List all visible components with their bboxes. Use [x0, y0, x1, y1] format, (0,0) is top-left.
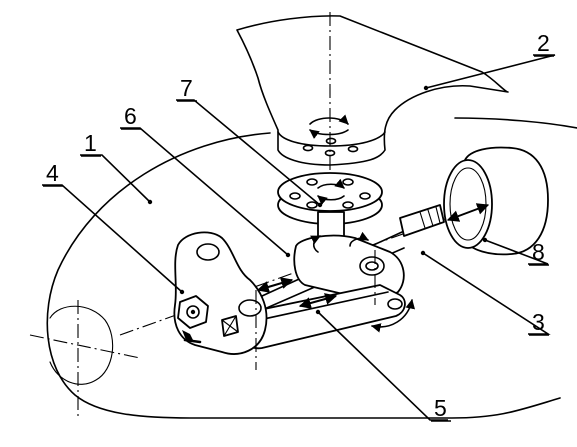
- part-labels: 1 2 3 4 5 6 7 8: [43, 30, 554, 422]
- leader-lines: [42, 54, 556, 421]
- label-6: 6: [124, 103, 137, 129]
- nose-shell: [29, 117, 577, 419]
- label-7: 7: [180, 75, 193, 101]
- crank-arm: [293, 231, 416, 333]
- label-3: 3: [532, 309, 545, 335]
- hex-nut: [177, 295, 209, 342]
- label-2: 2: [537, 30, 550, 56]
- label-8: 8: [532, 239, 545, 265]
- label-1: 1: [84, 130, 97, 156]
- actuator-cylinder: [399, 146, 549, 256]
- label-4: 4: [46, 160, 59, 186]
- label-5: 5: [434, 395, 447, 421]
- blade: [236, 15, 509, 166]
